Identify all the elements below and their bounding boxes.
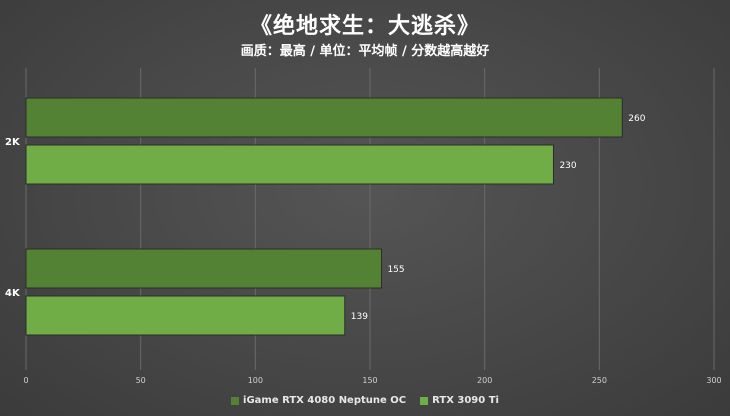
x-tick-label-100: 100: [248, 376, 263, 385]
chart-title: 《绝地求生：大逃杀》: [249, 13, 480, 39]
legend-label-series-1: RTX 3090 Ti: [432, 395, 499, 406]
legend-swatch-series-1: [420, 396, 429, 405]
category-label-2K: 2K: [5, 137, 21, 148]
data-label-4K-series-0: 155: [387, 265, 404, 275]
legend-label-series-0: iGame RTX 4080 Neptune OC: [243, 395, 407, 406]
data-label-4K-series-1: 139: [351, 312, 368, 322]
x-tick-label-300: 300: [706, 376, 721, 385]
bar-4K-series-0: [25, 248, 382, 289]
x-tick-label-250: 250: [592, 376, 607, 385]
bar-2K-series-1: [25, 144, 554, 185]
legend-item-series-1: RTX 3090 Ti: [420, 395, 499, 406]
x-tick-label-150: 150: [362, 376, 377, 385]
legend-swatch-series-0: [231, 396, 240, 405]
legend: iGame RTX 4080 Neptune OC RTX 3090 Ti: [0, 395, 730, 406]
x-tick-label-50: 50: [136, 376, 146, 385]
category-label-4K: 4K: [5, 288, 21, 299]
x-tick-label-200: 200: [477, 376, 492, 385]
bar-4K-series-1: [25, 295, 346, 336]
bar-2K-series-0: [25, 97, 623, 138]
chart-subtitle: 画质：最高 / 单位：平均帧 / 分数越高越好: [240, 44, 490, 59]
x-tick-label-0: 0: [23, 376, 28, 385]
legend-item-series-0: iGame RTX 4080 Neptune OC: [231, 395, 406, 406]
data-label-2K-series-1: 230: [559, 161, 576, 171]
data-label-2K-series-0: 260: [628, 114, 645, 124]
